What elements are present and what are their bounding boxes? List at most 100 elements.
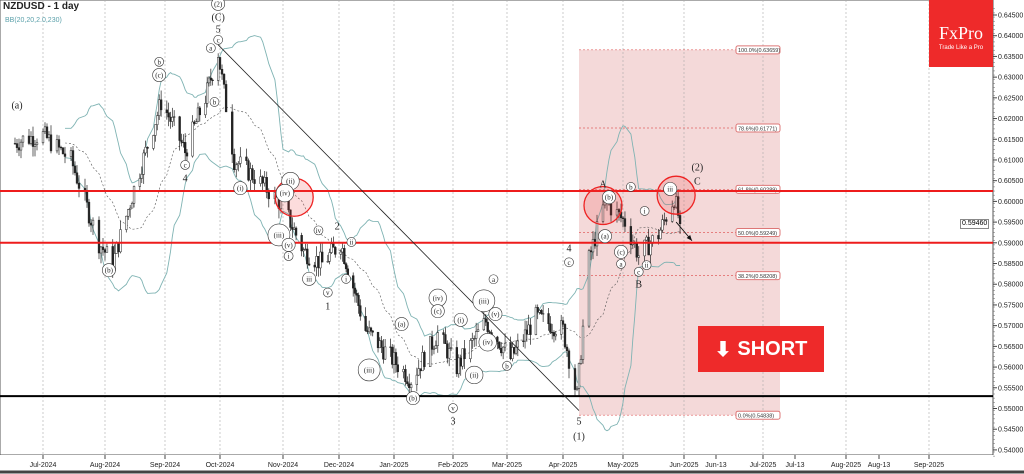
y-tick-label: 0.55500 [998,385,1023,392]
candle-body [359,305,362,317]
x-tick-label: Aug-2025 [831,462,861,469]
candle-body [57,139,61,148]
candle-body [235,164,238,170]
wave-label-circle [598,229,612,244]
wave-label: b [213,98,217,106]
wave-label-circle [564,257,574,268]
candle-body [402,369,405,373]
candle-body [659,229,662,240]
candle-body [127,209,130,217]
y-tick-label: 0.58500 [998,261,1023,268]
candle-body [676,196,680,216]
candle-body [371,330,374,333]
candle-body [339,251,342,255]
fib-label-box [735,45,781,55]
candle-body [645,236,648,241]
fxpro-logo: FxPro Trade Like a Pro [929,0,993,67]
wave-label: (iv) [280,190,291,198]
candle-body [423,352,426,367]
candle-body [615,209,619,216]
y-tick-label: 0.57500 [998,302,1023,309]
wave-label: c [637,268,640,276]
candle-body [17,147,21,151]
candle-body [195,121,198,124]
candle-body [125,215,128,230]
candle-body [247,160,250,181]
candle-body [575,388,579,390]
candle-body [560,320,563,335]
candle-body [432,348,436,350]
wave-label-circle [154,57,164,67]
candle-body [47,134,51,138]
candle-body [184,142,187,154]
y-tick-label: 0.56500 [998,344,1023,351]
candle-body [182,142,185,144]
x-tick-label: Nov-2024 [268,462,298,469]
candle-body [459,357,462,367]
wave-label: a [492,276,496,284]
candle-body [343,248,346,264]
wave-label: iii [667,185,673,193]
candle-body [617,209,621,213]
wave-label: i [345,275,347,283]
candle-body [471,338,474,341]
candle-body [409,384,413,388]
wave-label: (v) [491,311,500,319]
wave-label-circle [180,160,190,170]
y-tick-label: 0.60000 [998,199,1023,206]
wave-label-circle [213,35,223,45]
candle-body [579,359,583,364]
candle-body [678,215,682,225]
candle-body [209,77,212,81]
candle-body [457,357,460,375]
candle-body [649,243,652,256]
candle-body [587,250,591,327]
candle-body [41,131,45,144]
logo-brand: FxPro [938,23,983,43]
candle-body [119,229,122,253]
candle-body [154,124,157,136]
y-tick-label: 0.63500 [998,54,1023,61]
candle-body [629,226,633,245]
short-signal-badge: ⬇ SHORT [698,326,824,372]
wave-label: (iv) [483,339,494,347]
candle-body [180,140,183,143]
wave-label: 4 [183,174,188,185]
wave-label: c [217,36,220,44]
wave-label-circle [209,97,220,107]
candle-body [13,143,17,145]
x-tick-label: Oct-2024 [206,462,235,469]
candle-body [488,331,491,333]
bollinger-middle [64,106,681,365]
candle-body [355,293,358,296]
wave-label: i [644,207,646,215]
candle-body [165,109,168,113]
wave-label-circle [211,0,226,11]
candle-body [417,368,420,376]
candle-body [469,340,472,360]
candle-body [159,99,163,111]
y-tick-label: 0.60500 [998,178,1023,185]
candle-body [525,329,529,335]
candle-body [140,174,143,179]
candle-body [589,250,593,253]
candle-body [97,219,101,254]
wave-label: (c) [434,308,442,316]
wave-label: b [629,183,633,191]
candle-body [536,307,539,313]
candle-body [217,57,220,81]
wave-label-circle [663,182,678,196]
candle-body [657,235,660,240]
candle-body [178,116,181,141]
candle-body [196,107,200,122]
candle-body [304,248,307,250]
candle-body [552,332,556,337]
candle-body [484,318,487,323]
candle-body [369,327,373,332]
candle-body [204,103,207,116]
candle-body [21,135,25,143]
y-tick-label: 0.54000 [998,447,1023,454]
candle-body [19,141,23,151]
bollinger-upper [65,35,681,337]
